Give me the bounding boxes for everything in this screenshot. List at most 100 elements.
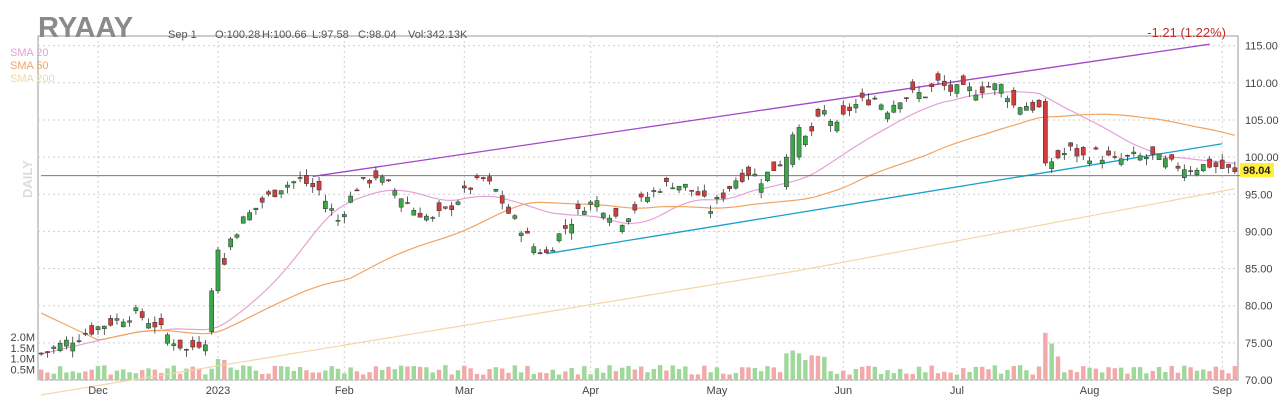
candle[interactable] (563, 219, 568, 235)
candle[interactable] (1030, 99, 1036, 113)
candle[interactable] (341, 211, 347, 224)
candle[interactable] (1175, 162, 1181, 172)
candle[interactable] (834, 119, 840, 134)
candle[interactable] (228, 237, 233, 251)
candle[interactable] (360, 177, 366, 181)
candle[interactable] (1068, 142, 1073, 152)
candle[interactable] (840, 100, 846, 116)
candle[interactable] (158, 313, 164, 330)
candle[interactable] (967, 82, 972, 97)
candle[interactable] (948, 79, 953, 97)
candle[interactable] (1080, 146, 1086, 161)
candle[interactable] (960, 74, 966, 85)
candle[interactable] (859, 88, 865, 102)
candle[interactable] (664, 176, 669, 187)
candle[interactable] (411, 207, 417, 216)
candle[interactable] (461, 180, 467, 193)
candle[interactable] (607, 214, 612, 226)
candle[interactable] (891, 100, 897, 114)
candle[interactable] (689, 190, 695, 197)
candle[interactable] (1213, 160, 1219, 174)
candle[interactable] (878, 103, 884, 111)
candle[interactable] (916, 86, 922, 103)
candle[interactable] (45, 351, 50, 358)
candle[interactable] (152, 316, 158, 334)
candle[interactable] (449, 201, 455, 217)
candle[interactable] (1137, 152, 1143, 162)
candle[interactable] (253, 207, 259, 215)
candle[interactable] (897, 102, 903, 113)
candle[interactable] (278, 190, 284, 199)
candle[interactable] (720, 189, 726, 203)
candle[interactable] (594, 195, 600, 212)
candle[interactable] (1049, 157, 1055, 173)
candle[interactable] (1005, 95, 1010, 108)
candle[interactable] (499, 190, 505, 210)
candle[interactable] (316, 177, 322, 196)
candle[interactable] (1163, 155, 1168, 170)
candle[interactable] (847, 103, 852, 117)
candle[interactable] (1055, 149, 1061, 160)
candle[interactable] (935, 71, 941, 85)
candle[interactable] (1106, 146, 1111, 157)
candle[interactable] (51, 345, 57, 354)
candle[interactable] (146, 318, 151, 329)
candle[interactable] (746, 165, 751, 180)
candle[interactable] (581, 206, 587, 215)
candle[interactable] (203, 340, 208, 356)
candle[interactable] (323, 194, 328, 213)
candle[interactable] (1131, 146, 1137, 157)
candle[interactable] (1024, 102, 1029, 111)
candle[interactable] (386, 179, 391, 182)
candle[interactable] (493, 188, 499, 193)
candle[interactable] (626, 217, 631, 225)
candle[interactable] (171, 339, 177, 351)
candle[interactable] (853, 98, 859, 114)
candle[interactable] (1112, 151, 1118, 160)
candle[interactable] (828, 119, 833, 132)
candle[interactable] (670, 182, 676, 190)
candle[interactable] (373, 166, 379, 181)
candle[interactable] (518, 230, 524, 243)
candle[interactable] (923, 96, 928, 99)
candle[interactable] (777, 160, 783, 167)
candle[interactable] (455, 199, 461, 206)
candle[interactable] (417, 207, 423, 218)
candle[interactable] (727, 185, 732, 192)
candle[interactable] (1188, 166, 1193, 175)
candle[interactable] (695, 186, 701, 196)
candle[interactable] (291, 180, 297, 189)
candle[interactable] (354, 187, 360, 192)
candle[interactable] (992, 82, 998, 96)
candle[interactable] (95, 325, 101, 335)
candle[interactable] (196, 336, 202, 350)
candle[interactable] (272, 189, 278, 198)
candle[interactable] (701, 184, 707, 198)
candle[interactable] (979, 81, 985, 99)
candle[interactable] (266, 189, 271, 197)
candle[interactable] (1099, 155, 1105, 169)
candle[interactable] (550, 247, 556, 252)
candle[interactable] (247, 209, 252, 221)
candle[interactable] (531, 243, 537, 255)
candle[interactable] (474, 173, 480, 180)
candle[interactable] (480, 176, 486, 182)
candle[interactable] (379, 174, 385, 186)
candle[interactable] (114, 313, 120, 325)
candle[interactable] (165, 332, 170, 346)
candle[interactable] (120, 318, 126, 328)
candle[interactable] (101, 325, 107, 335)
candle[interactable] (367, 178, 372, 189)
candle[interactable] (1156, 153, 1162, 160)
candle[interactable] (430, 215, 436, 222)
candle[interactable] (910, 79, 916, 94)
candle[interactable] (973, 89, 979, 102)
candle[interactable] (904, 97, 909, 102)
candle[interactable] (398, 198, 404, 213)
candle[interactable] (335, 214, 341, 227)
candle[interactable] (758, 178, 764, 199)
candle[interactable] (348, 191, 353, 204)
candle[interactable] (436, 200, 442, 218)
candle[interactable] (506, 203, 511, 215)
